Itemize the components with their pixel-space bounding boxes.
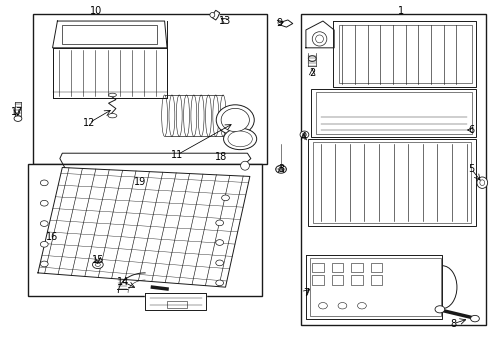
- Text: 4: 4: [301, 132, 307, 142]
- Text: 10: 10: [90, 6, 102, 17]
- Ellipse shape: [480, 180, 485, 185]
- Ellipse shape: [40, 201, 48, 206]
- Text: 5: 5: [468, 164, 475, 174]
- Ellipse shape: [223, 128, 257, 150]
- Polygon shape: [306, 21, 334, 48]
- Text: 19: 19: [134, 177, 147, 187]
- Ellipse shape: [300, 131, 309, 138]
- Ellipse shape: [40, 242, 48, 247]
- Bar: [312, 263, 324, 272]
- Ellipse shape: [108, 113, 117, 118]
- Ellipse shape: [14, 116, 22, 121]
- Ellipse shape: [216, 105, 254, 135]
- Ellipse shape: [221, 108, 249, 132]
- Polygon shape: [212, 10, 220, 20]
- Ellipse shape: [312, 32, 327, 46]
- Ellipse shape: [93, 261, 103, 269]
- Bar: [351, 263, 363, 272]
- Bar: [351, 275, 363, 285]
- Ellipse shape: [477, 177, 488, 188]
- Bar: [316, 93, 471, 134]
- Ellipse shape: [316, 35, 323, 43]
- Ellipse shape: [308, 56, 316, 62]
- Polygon shape: [52, 48, 167, 98]
- Text: 2: 2: [309, 68, 316, 78]
- Ellipse shape: [216, 260, 223, 266]
- Polygon shape: [306, 255, 442, 319]
- Ellipse shape: [278, 21, 282, 25]
- Text: 12: 12: [83, 118, 95, 128]
- Polygon shape: [38, 167, 250, 287]
- Text: 14: 14: [117, 277, 129, 287]
- Ellipse shape: [40, 180, 48, 186]
- Bar: [312, 275, 324, 285]
- Ellipse shape: [241, 161, 249, 170]
- Polygon shape: [333, 21, 476, 87]
- Ellipse shape: [109, 93, 116, 97]
- Ellipse shape: [216, 240, 223, 246]
- Text: 3: 3: [278, 164, 284, 174]
- Text: 8: 8: [450, 319, 457, 329]
- Text: 15: 15: [92, 255, 104, 265]
- Ellipse shape: [216, 220, 223, 226]
- Ellipse shape: [216, 280, 223, 286]
- Ellipse shape: [96, 263, 100, 266]
- Ellipse shape: [228, 131, 252, 147]
- Bar: [28, 164, 262, 296]
- Bar: [311, 89, 476, 137]
- Ellipse shape: [435, 306, 445, 313]
- Text: 7: 7: [303, 288, 309, 297]
- Text: 6: 6: [468, 125, 475, 135]
- Ellipse shape: [221, 195, 229, 201]
- Bar: [371, 263, 382, 272]
- Text: 16: 16: [47, 232, 59, 242]
- Bar: [310, 258, 441, 316]
- Bar: [62, 24, 157, 44]
- Text: 9: 9: [276, 18, 282, 28]
- Text: 18: 18: [215, 152, 227, 162]
- Ellipse shape: [40, 221, 48, 226]
- Ellipse shape: [276, 165, 287, 173]
- Ellipse shape: [279, 167, 284, 171]
- Bar: [33, 14, 267, 164]
- Bar: [339, 25, 471, 83]
- Polygon shape: [145, 293, 206, 310]
- Text: 13: 13: [220, 16, 232, 26]
- Ellipse shape: [210, 13, 215, 18]
- Bar: [313, 143, 470, 223]
- Text: 11: 11: [171, 150, 183, 160]
- Bar: [332, 275, 343, 285]
- Bar: [301, 14, 486, 325]
- Bar: [308, 139, 476, 226]
- Text: 17: 17: [11, 107, 23, 117]
- Ellipse shape: [40, 261, 48, 267]
- Ellipse shape: [470, 315, 479, 322]
- Bar: [332, 263, 343, 272]
- Bar: [371, 275, 382, 285]
- Bar: [167, 301, 187, 308]
- Polygon shape: [279, 20, 293, 27]
- Text: 1: 1: [398, 6, 404, 17]
- Polygon shape: [52, 21, 167, 48]
- Ellipse shape: [302, 133, 306, 136]
